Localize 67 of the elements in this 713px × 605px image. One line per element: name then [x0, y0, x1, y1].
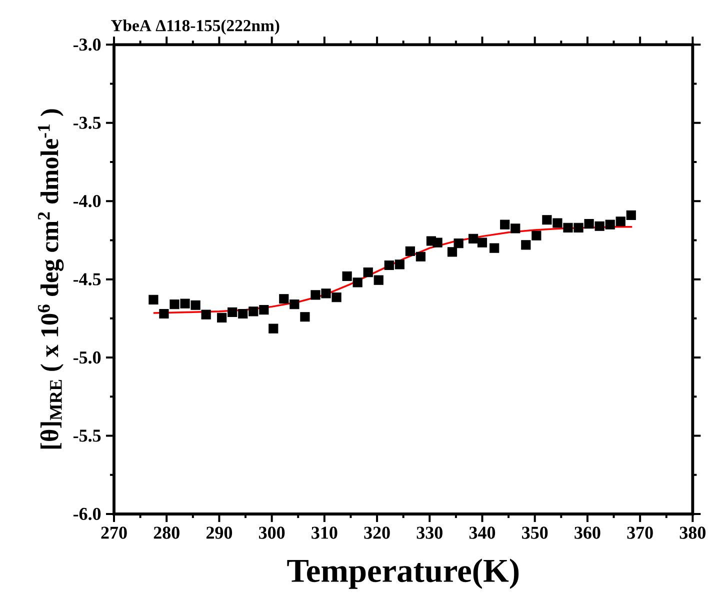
x-tick-label: 320 — [364, 526, 390, 539]
x-tick-label: 300 — [258, 526, 285, 539]
point — [279, 294, 289, 304]
point — [594, 221, 604, 231]
x-tick-label: 370 — [627, 526, 653, 539]
point — [405, 246, 415, 256]
point — [468, 234, 478, 244]
point — [552, 218, 562, 228]
x-tick-label: 290 — [206, 526, 232, 539]
point — [259, 305, 269, 315]
point — [170, 300, 180, 310]
point — [521, 240, 531, 250]
point — [148, 294, 158, 304]
point — [352, 278, 362, 288]
point — [290, 300, 300, 310]
x-tick-label: 280 — [154, 526, 180, 539]
point — [500, 220, 510, 230]
point — [332, 292, 342, 302]
point — [532, 230, 542, 240]
x-tick-label: 350 — [522, 526, 548, 539]
chart-title: YbeA Δ118-155(222nm) — [111, 20, 280, 35]
point — [180, 298, 190, 308]
x-tick-label: 270 — [101, 526, 127, 539]
point — [300, 312, 310, 322]
y-tick-label: -4.0 — [73, 194, 101, 208]
point — [584, 218, 594, 229]
point — [542, 215, 552, 225]
point — [374, 275, 384, 285]
point — [605, 220, 615, 230]
point — [190, 300, 200, 310]
point — [416, 252, 426, 262]
x-tick-label: 380 — [680, 526, 706, 539]
point — [574, 222, 584, 232]
point — [432, 238, 442, 248]
point — [616, 216, 626, 226]
point — [228, 307, 238, 317]
point — [626, 210, 636, 220]
y-tick-label: -3.0 — [73, 38, 101, 51]
point — [342, 271, 352, 281]
point — [510, 224, 520, 234]
x-tick-label: 310 — [312, 526, 338, 539]
point — [238, 308, 248, 319]
point — [394, 260, 404, 270]
point — [447, 247, 458, 257]
point — [363, 267, 373, 278]
point — [310, 290, 320, 300]
y-tick-label: -5.0 — [73, 351, 101, 364]
x-tick-label: 330 — [416, 526, 442, 539]
y-tick-label: -4.5 — [73, 273, 101, 286]
point — [477, 238, 488, 248]
x-tick-label: 360 — [574, 526, 600, 539]
point — [384, 260, 394, 270]
point — [454, 238, 464, 248]
x-tick-label: 340 — [469, 526, 496, 539]
point — [490, 243, 500, 253]
y-tick-label: -5.5 — [73, 430, 101, 442]
point — [159, 308, 169, 319]
text: [θ]$_{MRE}$ ( x 10$^{6}$ deg cm$^{2}$ dmole$^{-1}$ ) — [38, 109, 64, 449]
point — [217, 312, 227, 322]
x-axis-title: Temperature(K) — [287, 558, 519, 589]
point — [563, 222, 573, 232]
y-tick-label: -3.5 — [73, 116, 101, 129]
point — [321, 288, 331, 298]
point — [248, 306, 258, 316]
y-tick-label: -6.0 — [73, 508, 101, 520]
point — [201, 310, 211, 320]
point — [268, 324, 278, 334]
